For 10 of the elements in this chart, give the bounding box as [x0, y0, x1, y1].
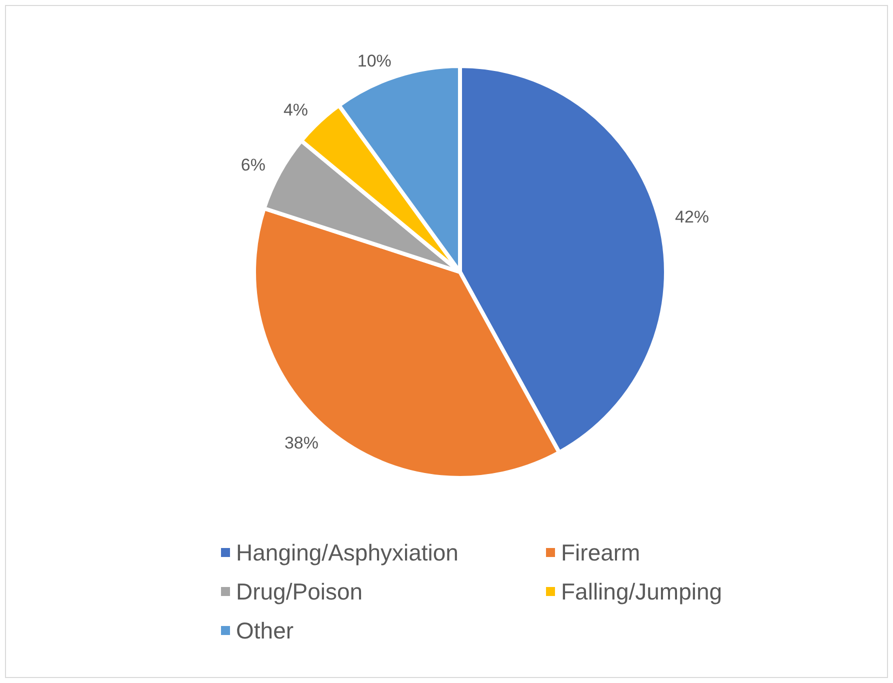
legend-label: Other	[236, 618, 294, 644]
legend-label: Hanging/Asphyxiation	[236, 540, 458, 566]
data-label: 4%	[283, 100, 308, 120]
data-label: 10%	[357, 51, 392, 70]
legend-label: Firearm	[561, 540, 640, 566]
data-label: 42%	[675, 207, 710, 226]
legend-label: Falling/Jumping	[561, 578, 722, 604]
data-label: 38%	[284, 434, 318, 453]
legend-label: Drug/Poison	[236, 578, 363, 604]
data-label: 6%	[240, 156, 266, 175]
